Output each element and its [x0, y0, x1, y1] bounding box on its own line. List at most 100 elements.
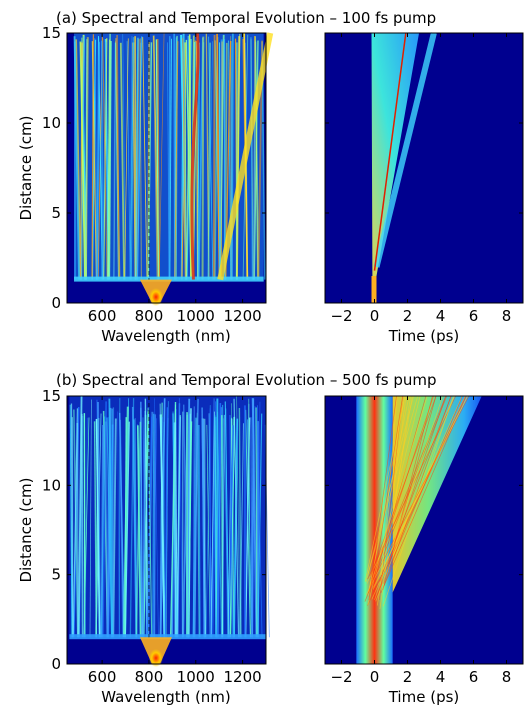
a-temporal-axes: −2 0 2 4 6 8: [325, 32, 523, 325]
b-spectral-pump-spot: [148, 649, 163, 667]
a-temporal-xtick-label: 8: [502, 307, 512, 325]
b-temporal-xlabel: Time (ps): [388, 688, 460, 706]
a-temporal-xtick-label: 6: [469, 307, 479, 325]
b-spectral-streak: [225, 408, 229, 638]
b-spectral-xtick-label: 1200: [223, 668, 261, 686]
b-temporal-axes: −2 0 2 4 6 8: [325, 395, 523, 686]
a-temporal-frame: [324, 32, 524, 304]
a-temporal-pulse: [371, 276, 377, 303]
b-spectral-onset: [69, 634, 266, 640]
a-temporal-xlabel: Time (ps): [388, 327, 460, 345]
b-temporal-soliton-trace: [367, 395, 421, 605]
a-spectral-streak: [197, 42, 200, 280]
b-spectral-streak: [132, 419, 138, 638]
a-spectral-ytick-label: 15: [42, 24, 61, 42]
a-spectral-xtick-label: 1200: [223, 307, 261, 325]
b-spectral-streak: [124, 421, 130, 638]
a-spectral-streak: [231, 33, 234, 280]
a-spectral-streak: [102, 38, 108, 280]
b-spectral-streak: [192, 417, 197, 638]
a-temporal-xtick-label: 0: [370, 307, 380, 325]
b-temporal-xtick-label: 0: [370, 668, 380, 686]
a-temporal-xtick-label: −2: [330, 307, 352, 325]
a-spectral-soliton-band: [190, 32, 200, 280]
b-spectral-streak: [221, 414, 226, 638]
a-spectral-streak: [167, 42, 170, 280]
a-spectral-ytick-label: 10: [42, 114, 61, 132]
b-spectral-axes: 600 800 1000 1200 0 5 10 15: [42, 387, 266, 686]
a-spectral-streak: [147, 42, 153, 280]
a-temporal-xtick-label: 2: [403, 307, 413, 325]
a-spectral-streak: [139, 38, 142, 280]
b-spectral-xlabel: Wavelength (nm): [101, 688, 231, 706]
b-spectral-streak: [214, 415, 217, 638]
b-spectral-streak: [152, 413, 155, 638]
b-spectral-streak: [239, 423, 244, 638]
b-temporal-frame: [324, 395, 524, 665]
chart-title-b: (b) Spectral and Temporal Evolution – 50…: [56, 371, 437, 389]
a-spectral-streak: [91, 41, 98, 280]
b-spectral-streak: [154, 398, 159, 638]
b-temporal-soliton-trace: [375, 395, 455, 602]
b-temporal-soliton-trace: [368, 395, 397, 601]
a-spectral-streak: [155, 39, 160, 280]
a-spectral-ylabel: Distance (cm): [17, 116, 35, 221]
a-spectral-xtick-label: 800: [135, 307, 164, 325]
b-spectral-streak: [69, 404, 73, 638]
a-spectral-xtick-label: 600: [88, 307, 117, 325]
a-spectral-streak: [253, 40, 256, 280]
a-spectral-streak: [142, 37, 148, 280]
a-spectral-streak: [113, 42, 117, 280]
b-temporal-soliton-trace: [374, 395, 443, 600]
b-temporal-soliton-trace: [365, 395, 419, 582]
chart-title-a: (a) Spectral and Temporal Evolution – 10…: [56, 9, 436, 27]
b-spectral-streak: [159, 403, 165, 638]
a-spectral-streak: [250, 37, 254, 280]
a-temporal-heatmap: [325, 32, 523, 303]
b-spectral-xtick-label: 600: [88, 668, 117, 686]
a-spectral-xlabel: Wavelength (nm): [101, 327, 231, 345]
a-spectral-ytick-label: 5: [51, 204, 61, 222]
b-spectral-streak: [229, 415, 234, 638]
b-temporal-soliton-trace: [370, 395, 470, 585]
b-spectral-streak: [255, 407, 258, 638]
b-spectral-streak: [119, 419, 124, 638]
panel-b-spectral: 600 800 1000 1200 0 5 10 15 Wavelength (nm) Dis…: [17, 387, 270, 706]
b-spectral-streak: [129, 398, 135, 638]
b-spectral-ylabel: Distance (cm): [17, 478, 35, 583]
b-spectral-streak: [117, 411, 120, 638]
b-spectral-xtick-label: 800: [135, 668, 164, 686]
b-temporal-soliton-trace: [383, 395, 437, 584]
a-spectral-streak: [116, 35, 120, 280]
b-spectral-xtick-label: 1000: [177, 668, 215, 686]
b-temporal-soliton-trace: [367, 395, 457, 580]
b-temporal-soliton-trace: [368, 395, 434, 593]
b-spectral-streak: [104, 421, 109, 638]
a-spectral-streak: [218, 39, 223, 280]
b-temporal-xtick-label: 6: [469, 668, 479, 686]
a-spectral-streak: [134, 37, 139, 280]
a-spectral-streak: [156, 38, 160, 280]
a-spectral-streak: [73, 36, 81, 280]
b-spectral-streak: [95, 418, 101, 638]
a-spectral-streak: [182, 38, 186, 280]
b-spectral-ytick-label: 5: [51, 566, 61, 584]
b-spectral-streak: [202, 420, 205, 638]
a-spectral-streak: [208, 36, 214, 280]
b-temporal-xtick-label: −2: [330, 668, 352, 686]
b-spectral-streak: [76, 423, 79, 638]
a-spectral-streak: [124, 38, 129, 280]
b-spectral-streak: [70, 403, 74, 638]
b-temporal-fan: [392, 396, 482, 593]
b-spectral-streak: [106, 417, 113, 638]
a-spectral-streak: [174, 41, 179, 280]
b-spectral-streak: [250, 417, 253, 638]
b-spectral-streak: [233, 418, 239, 638]
b-spectral-streak: [206, 424, 211, 638]
a-spectral-streak: [201, 36, 205, 280]
b-spectral-streak: [164, 407, 169, 638]
a-spectral-streak: [119, 42, 126, 280]
a-spectral-streak: [183, 37, 187, 280]
b-spectral-streak: [142, 417, 148, 638]
b-temporal-heatmap: [325, 395, 523, 664]
